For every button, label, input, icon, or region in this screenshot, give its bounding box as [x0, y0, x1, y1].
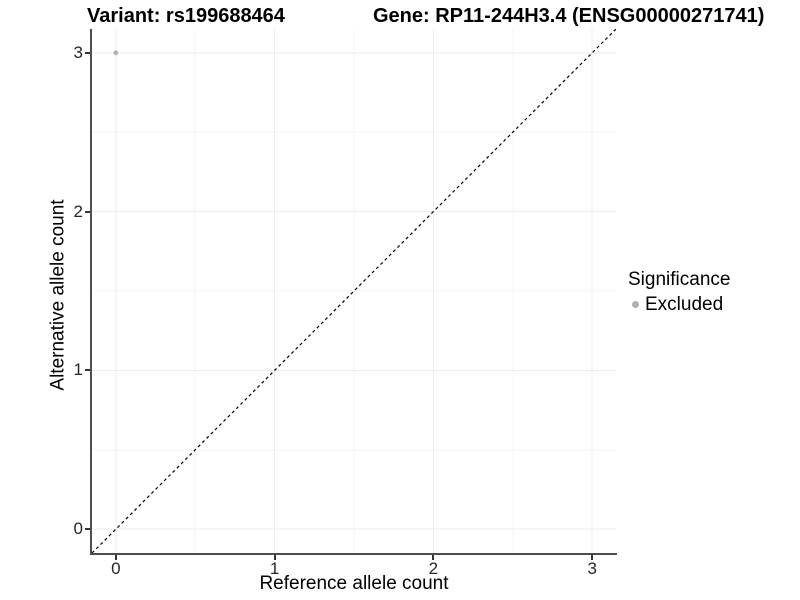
y-tick-label: 0	[73, 519, 83, 539]
x-axis-title: Reference allele count	[259, 573, 449, 594]
y-tick-mark	[85, 528, 90, 531]
legend-entry-label: Excluded	[645, 294, 724, 315]
plot-title-variant: Variant: rs199688464	[87, 5, 285, 27]
x-tick-label: 2	[428, 559, 439, 578]
y-tick-mark	[85, 210, 90, 213]
legend-title: Significance	[628, 269, 731, 290]
y-axis-line	[90, 29, 92, 555]
x-tick-mark	[432, 555, 435, 560]
y-tick-label: 1	[73, 360, 83, 380]
y-tick-label: 2	[73, 201, 83, 221]
x-tick-mark	[591, 555, 594, 560]
y-axis-title: Alternative allele count	[47, 199, 69, 391]
legend: Significance Excluded	[628, 268, 730, 316]
legend-entry: Excluded	[628, 293, 730, 316]
x-tick-mark	[114, 555, 117, 560]
y-tick-mark	[85, 51, 90, 54]
y-tick-label: 3	[73, 42, 83, 62]
x-tick-label: 0	[111, 559, 121, 578]
plot-panel	[92, 29, 616, 553]
plot-title-gene: Gene: RP11-244H3.4 (ENSG00000271741)	[373, 5, 765, 27]
x-tick-label: 1	[269, 559, 280, 578]
plot-area-svg	[92, 29, 616, 553]
x-axis-line	[90, 553, 617, 555]
x-tick-label: 3	[587, 559, 597, 578]
y-tick-mark	[85, 369, 90, 372]
data-point	[113, 50, 119, 56]
legend-point-icon	[632, 301, 639, 308]
x-tick-mark	[273, 555, 276, 560]
